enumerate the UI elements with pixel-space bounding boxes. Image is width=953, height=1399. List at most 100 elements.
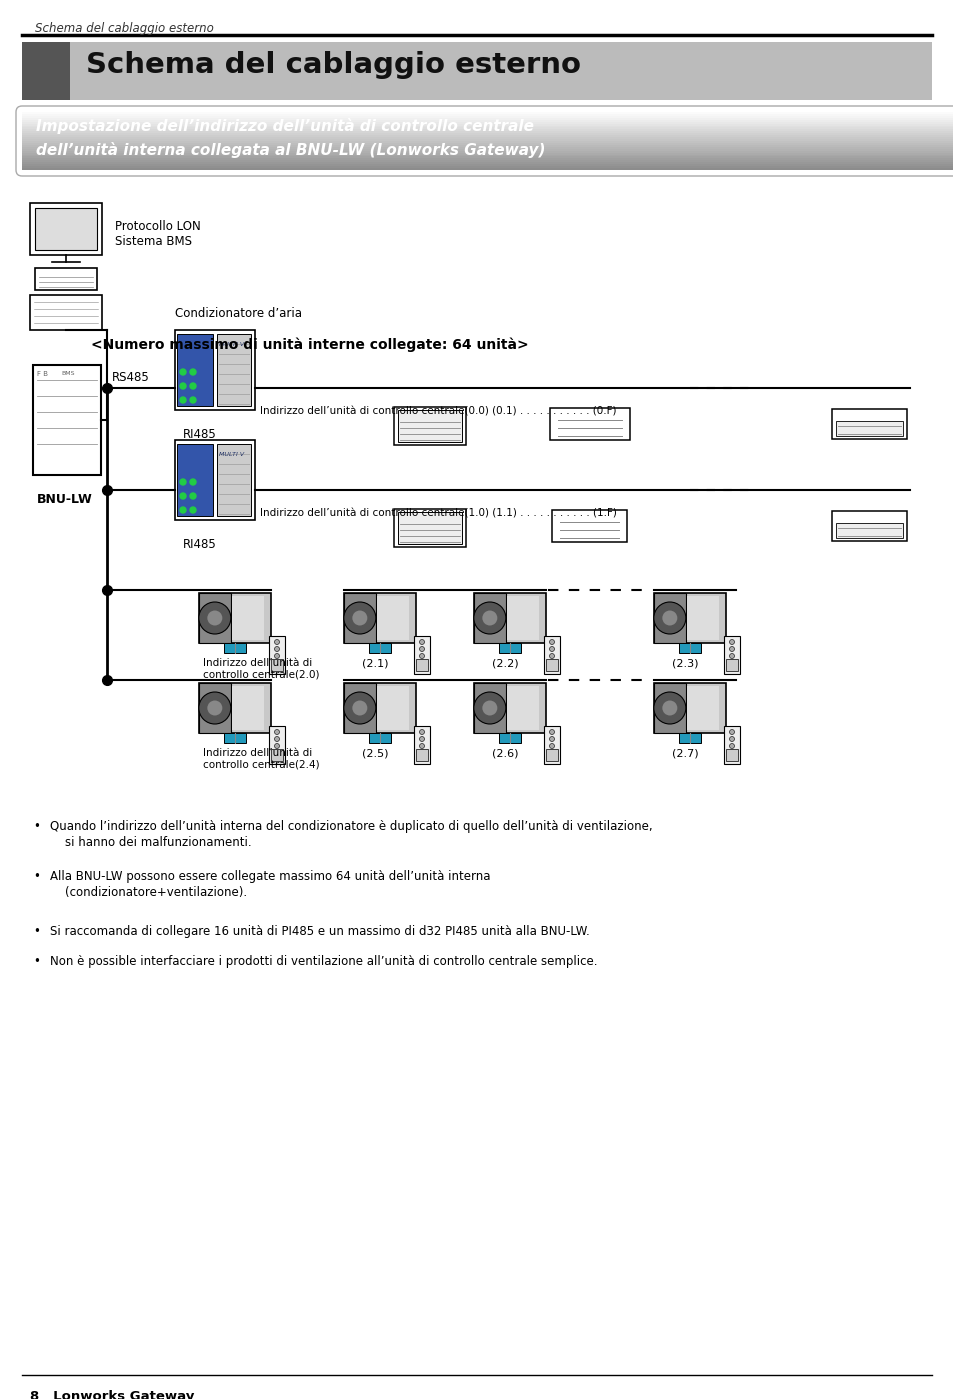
Bar [22,120,953,122]
Text: (2.6): (2.6) [492,748,518,758]
Bar [35,208,97,250]
Bar [216,334,251,406]
Bar [836,421,902,436]
Circle shape [419,653,424,659]
Bar [498,733,520,743]
Circle shape [419,646,424,652]
Text: Indirizzo dell’unità di controllo centrale(1.0) (1.1) . . . . . . . . . . . (1.F: Indirizzo dell’unità di controllo centra… [260,508,617,518]
Circle shape [207,701,222,715]
Circle shape [274,646,279,652]
Bar [394,509,465,547]
Bar [552,511,627,541]
Text: •: • [33,820,40,832]
Bar [271,659,283,672]
Circle shape [474,602,505,634]
Bar [414,637,430,674]
Text: si hanno dei malfunzionamenti.: si hanno dei malfunzionamenti. [65,837,252,849]
Circle shape [190,478,195,485]
Text: Indirizzo dell’unità di controllo centrale(0.0) (0.1) . . . . . . . . . . . (0.F: Indirizzo dell’unità di controllo centra… [260,406,616,416]
Circle shape [482,610,497,625]
Text: F B: F B [37,371,48,376]
Circle shape [274,729,279,734]
Bar [416,748,428,761]
Bar [30,203,102,255]
Circle shape [190,369,195,375]
Text: MULTI V: MULTI V [219,341,244,347]
Bar [832,409,906,439]
Bar [22,113,953,116]
Bar [543,726,559,764]
Circle shape [180,492,186,499]
Bar [543,637,559,674]
Circle shape [729,639,734,645]
Circle shape [190,492,195,499]
Bar [654,683,725,733]
Text: Non è possible interfacciare i prodotti di ventilazione all’unità di controllo c: Non è possible interfacciare i prodotti … [50,956,597,968]
Bar [723,726,740,764]
Text: Si raccomanda di collegare 16 unità di PI485 e un massimo di d32 PI485 unità all: Si raccomanda di collegare 16 unità di P… [50,925,589,937]
Text: Indirizzo dell’unità di
controllo centrale(2.0): Indirizzo dell’unità di controllo centra… [203,658,319,680]
Text: (2.7): (2.7) [671,748,698,758]
Bar [177,334,213,406]
Bar [723,637,740,674]
Bar [474,683,506,733]
Circle shape [180,478,186,485]
Text: Impostazione dell’indirizzo dell’unità di controllo centrale: Impostazione dell’indirizzo dell’unità d… [36,118,534,134]
Bar [199,593,232,644]
Text: Quando l’indirizzo dell’unità interna del condizionatore è duplicato di quello d: Quando l’indirizzo dell’unità interna de… [50,820,652,832]
Circle shape [352,610,367,625]
Bar [725,659,738,672]
Circle shape [274,653,279,659]
Bar [344,593,416,644]
Circle shape [482,701,497,715]
Bar [233,686,264,730]
Bar [654,593,725,644]
Bar [216,443,251,516]
Bar [224,644,246,653]
Bar [22,129,953,132]
Text: BNU-LW: BNU-LW [37,492,92,506]
Bar [70,42,931,99]
Circle shape [549,743,554,748]
Bar [22,139,953,141]
Circle shape [653,693,685,725]
Bar [199,683,271,733]
Circle shape [274,639,279,645]
Bar [35,269,97,290]
Circle shape [549,646,554,652]
Bar [836,523,902,539]
Bar [174,330,254,410]
Bar [679,644,700,653]
Bar [416,659,428,672]
Circle shape [729,736,734,741]
Text: RI485: RI485 [183,428,216,441]
Bar [344,593,376,644]
Circle shape [198,602,231,634]
Text: Protocollo LON
Sistema BMS: Protocollo LON Sistema BMS [115,220,200,248]
Bar [224,733,246,743]
Bar [22,122,953,123]
Bar [30,295,102,330]
Circle shape [343,602,375,634]
Text: Schema del cablaggio esterno: Schema del cablaggio esterno [35,22,213,35]
Bar [545,659,558,672]
Circle shape [343,693,375,725]
Circle shape [180,369,186,375]
Circle shape [180,397,186,403]
Text: •: • [33,956,40,968]
Circle shape [549,639,554,645]
Bar [22,112,953,113]
Text: 8   Lonworks Gateway: 8 Lonworks Gateway [30,1391,194,1399]
Text: Indirizzo dell’unità di
controllo centrale(2.4): Indirizzo dell’unità di controllo centra… [203,748,319,769]
Circle shape [198,693,231,725]
Circle shape [190,506,195,513]
Text: dell’unità interna collegata al BNU-LW (Lonworks Gateway): dell’unità interna collegata al BNU-LW (… [36,143,545,158]
Bar [679,733,700,743]
Text: •: • [33,870,40,883]
Bar [22,157,953,158]
Bar [725,748,738,761]
Bar [22,162,953,164]
Circle shape [419,639,424,645]
Circle shape [180,383,186,389]
Bar [377,686,409,730]
